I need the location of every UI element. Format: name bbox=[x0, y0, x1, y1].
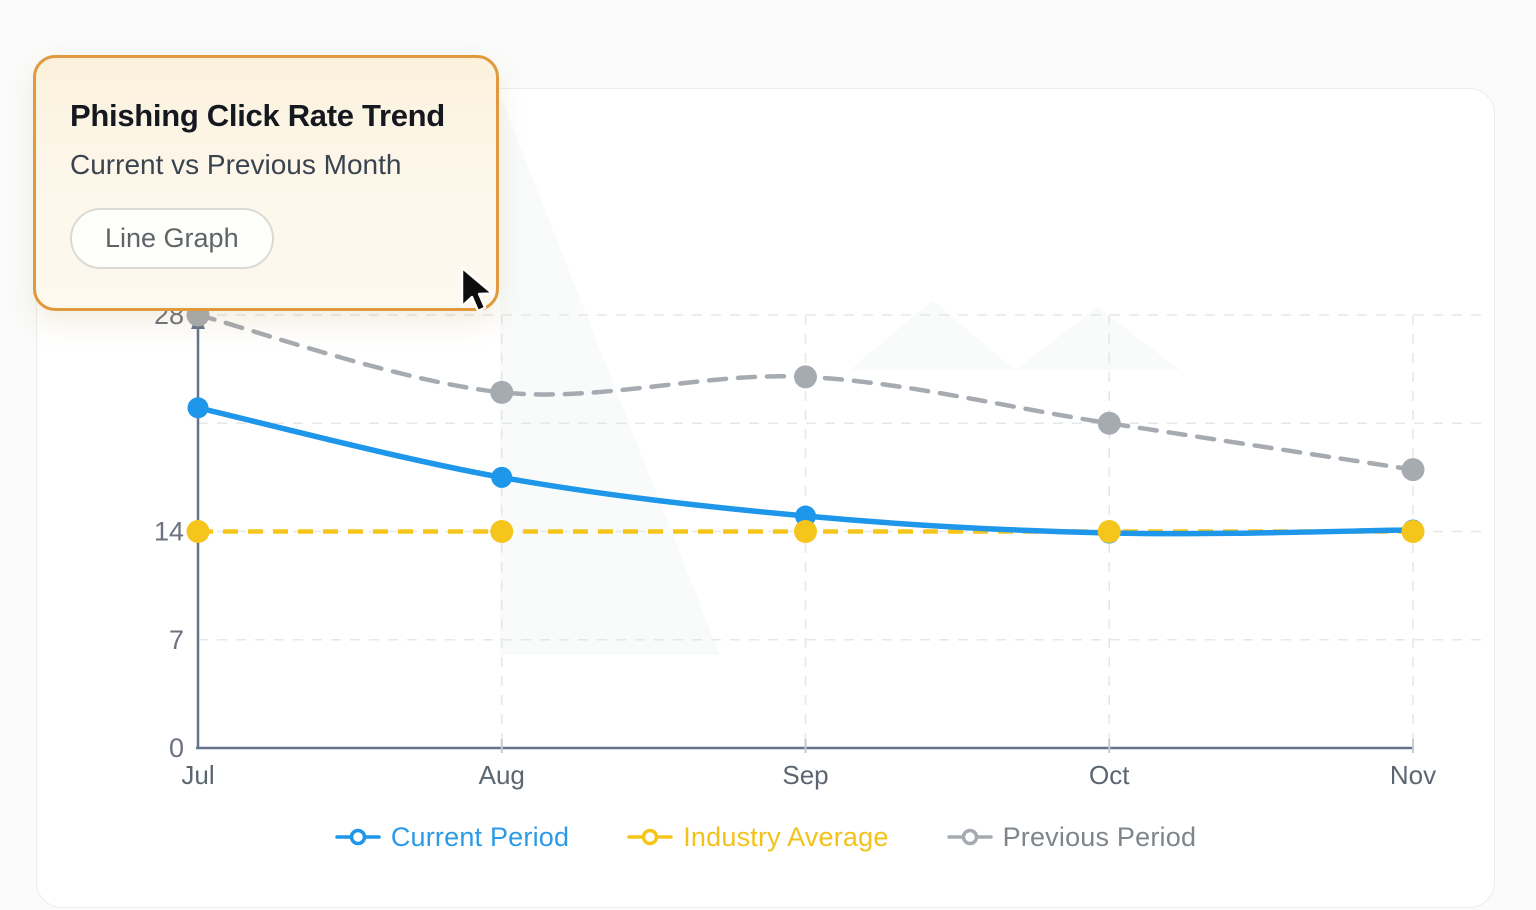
legend-label: Current Period bbox=[390, 821, 570, 852]
data-point-current-period-jul[interactable] bbox=[187, 397, 209, 419]
x-tick-label-oct: Oct bbox=[1089, 760, 1130, 790]
data-point-current-period-aug[interactable] bbox=[491, 466, 513, 488]
data-point-industry-average-jul[interactable] bbox=[186, 520, 210, 543]
x-tick-label-jul: Jul bbox=[181, 760, 214, 790]
data-point-previous-period-nov[interactable] bbox=[1401, 458, 1425, 482]
data-point-previous-period-oct[interactable] bbox=[1097, 411, 1121, 435]
cursor-arrow-icon bbox=[460, 266, 494, 313]
data-point-previous-period-sep[interactable] bbox=[794, 365, 817, 389]
data-point-previous-period-aug[interactable] bbox=[490, 380, 514, 404]
line-dot-marker-icon bbox=[335, 828, 381, 846]
y-tick-label-7: 7 bbox=[169, 625, 184, 655]
x-tick-label-nov: Nov bbox=[1390, 760, 1436, 790]
chart-header-card: Phishing Click Rate Trend Current vs Pre… bbox=[33, 55, 499, 311]
legend-label: Industry Average bbox=[683, 821, 889, 852]
chart-legend: Current Period Industry Average Previous… bbox=[36, 812, 1495, 862]
legend-item-current-period[interactable]: Current Period bbox=[335, 822, 569, 853]
data-point-industry-average-aug[interactable] bbox=[490, 520, 514, 543]
chart-subtitle: Current vs Previous Month bbox=[70, 149, 402, 180]
data-point-industry-average-oct[interactable] bbox=[1097, 520, 1121, 543]
chart-title: Phishing Click Rate Trend bbox=[70, 98, 445, 133]
legend-item-industry-average[interactable]: Industry Average bbox=[627, 822, 888, 853]
line-dot-marker-icon bbox=[627, 828, 673, 846]
line-dot-marker-icon bbox=[946, 828, 993, 846]
legend-label: Previous Period bbox=[1002, 821, 1197, 852]
x-tick-label-aug: Aug bbox=[479, 760, 525, 790]
y-tick-label-0: 0 bbox=[169, 733, 184, 763]
legend-item-previous-period[interactable]: Previous Period bbox=[946, 821, 1197, 853]
y-tick-label-14: 14 bbox=[154, 517, 184, 547]
data-point-industry-average-sep[interactable] bbox=[794, 520, 817, 543]
x-tick-label-sep: Sep bbox=[782, 760, 828, 790]
chart-type-badge[interactable]: Line Graph bbox=[70, 208, 274, 269]
data-point-industry-average-nov[interactable] bbox=[1401, 520, 1425, 543]
